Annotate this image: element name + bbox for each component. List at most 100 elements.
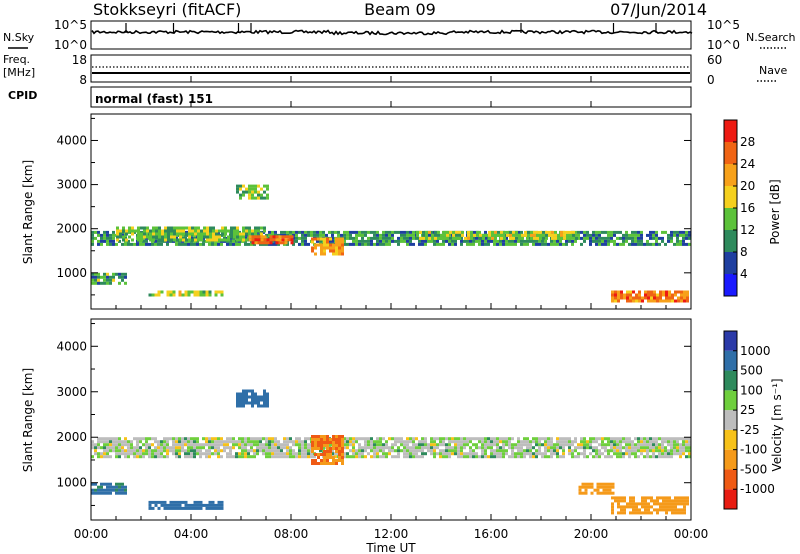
heatmap-cell <box>314 453 317 456</box>
heatmap-cell <box>577 443 580 447</box>
heatmap-cell <box>610 437 613 441</box>
heatmap-cell <box>598 242 601 246</box>
heatmap-cell <box>577 446 580 450</box>
heatmap-cell <box>686 293 689 297</box>
heatmap-cell <box>613 242 616 246</box>
heatmap-cell <box>661 440 664 444</box>
heatmap-cell <box>245 401 248 405</box>
heatmap-cell <box>532 452 535 456</box>
heatmap-cell <box>94 449 97 453</box>
heatmap-cell <box>187 242 190 246</box>
heatmap-cell <box>661 437 664 441</box>
heatmap-cell <box>655 239 658 243</box>
heatmap-cell <box>335 447 338 450</box>
heatmap-cell <box>493 455 496 459</box>
heatmap-cell <box>650 293 653 297</box>
heatmap-cell <box>643 449 646 453</box>
heatmap-cell <box>628 233 631 237</box>
heatmap-cell <box>592 440 595 444</box>
heatmap-cell <box>205 440 208 444</box>
heatmap-cell <box>508 437 511 441</box>
heatmap-cell <box>355 449 358 453</box>
heatmap-cell <box>635 505 638 509</box>
heatmap-cell <box>448 449 451 453</box>
heatmap-cell <box>163 455 166 459</box>
heatmap-cell <box>665 499 668 503</box>
heatmap-cell <box>172 440 175 444</box>
heatmap-cell <box>109 242 112 246</box>
heatmap-cell <box>646 446 649 450</box>
heatmap-cell <box>335 450 338 453</box>
heatmap-cell <box>181 443 184 447</box>
heatmap-cell <box>320 252 323 256</box>
heatmap-cell <box>674 299 677 303</box>
heatmap-cell <box>164 235 167 239</box>
heatmap-cell <box>613 449 616 453</box>
heatmap-cell <box>151 242 154 246</box>
heatmap-cell <box>679 446 682 450</box>
heatmap-cell <box>346 242 349 246</box>
heatmap-cell <box>643 440 646 444</box>
heatmap-cell <box>586 236 589 240</box>
heatmap-cell <box>638 293 641 297</box>
heatmap-cell <box>589 443 592 447</box>
heatmap-cell <box>455 236 458 240</box>
heatmap-cell <box>397 242 400 246</box>
heatmap-cell <box>112 233 115 237</box>
heatmap-cell <box>412 440 415 444</box>
heatmap-cell <box>124 485 127 489</box>
heatmap-cell <box>295 233 298 237</box>
heatmap-cell <box>676 446 679 450</box>
heatmap-cell <box>634 452 637 456</box>
heatmap-cell <box>574 440 577 444</box>
heatmap-cell <box>143 229 146 233</box>
heatmap-cell <box>520 242 523 246</box>
heatmap-cell <box>301 449 304 453</box>
heatmap-cell <box>349 443 352 447</box>
noise-sky-label: N.Sky <box>3 31 35 44</box>
heatmap-cell <box>589 239 592 243</box>
heatmap-cell <box>272 235 276 239</box>
heatmap-cell <box>502 437 505 441</box>
heatmap-cell <box>586 446 589 450</box>
heatmap-cell <box>242 395 245 399</box>
heatmap-cell <box>190 446 193 450</box>
heatmap-cell <box>164 229 167 233</box>
heatmap-cell <box>446 230 449 234</box>
heatmap-cell <box>115 272 118 276</box>
cpid-panel: CPID normal (fast) 151 <box>8 86 692 108</box>
heatmap-cell <box>281 241 285 245</box>
heatmap-cell <box>382 230 385 234</box>
heatmap-cell <box>160 503 164 507</box>
heatmap-cell <box>508 446 511 450</box>
heatmap-cell <box>301 443 304 447</box>
heatmap-cell <box>454 443 457 447</box>
heatmap-cell <box>266 392 269 396</box>
heatmap-cell <box>142 452 145 456</box>
heatmap-cell <box>514 242 517 246</box>
heatmap-cell <box>674 496 677 500</box>
heatmap-cell <box>217 449 220 453</box>
heatmap-cell <box>511 446 514 450</box>
heatmap-cell <box>679 230 682 234</box>
heatmap-cell <box>415 449 418 453</box>
heatmap-cell <box>283 440 286 444</box>
heatmap-cell <box>190 443 193 447</box>
heatmap-cell <box>112 278 115 282</box>
heatmap-cell <box>451 440 454 444</box>
heatmap-cell <box>391 437 394 441</box>
heatmap-cell <box>263 241 267 245</box>
heatmap-cell <box>100 233 103 237</box>
heatmap-cell <box>103 272 106 276</box>
heatmap-cell <box>446 236 449 240</box>
heatmap-cell <box>511 437 514 441</box>
heatmap-cell <box>418 449 421 453</box>
heatmap-cell <box>382 452 385 456</box>
heatmap-cell <box>367 440 370 444</box>
heatmap-cell <box>326 459 329 462</box>
heatmap-cell <box>418 242 421 246</box>
heatmap-cell <box>277 440 280 444</box>
heatmap-cell <box>412 449 415 453</box>
heatmap-cell <box>277 443 280 447</box>
heatmap-cell <box>244 242 247 246</box>
